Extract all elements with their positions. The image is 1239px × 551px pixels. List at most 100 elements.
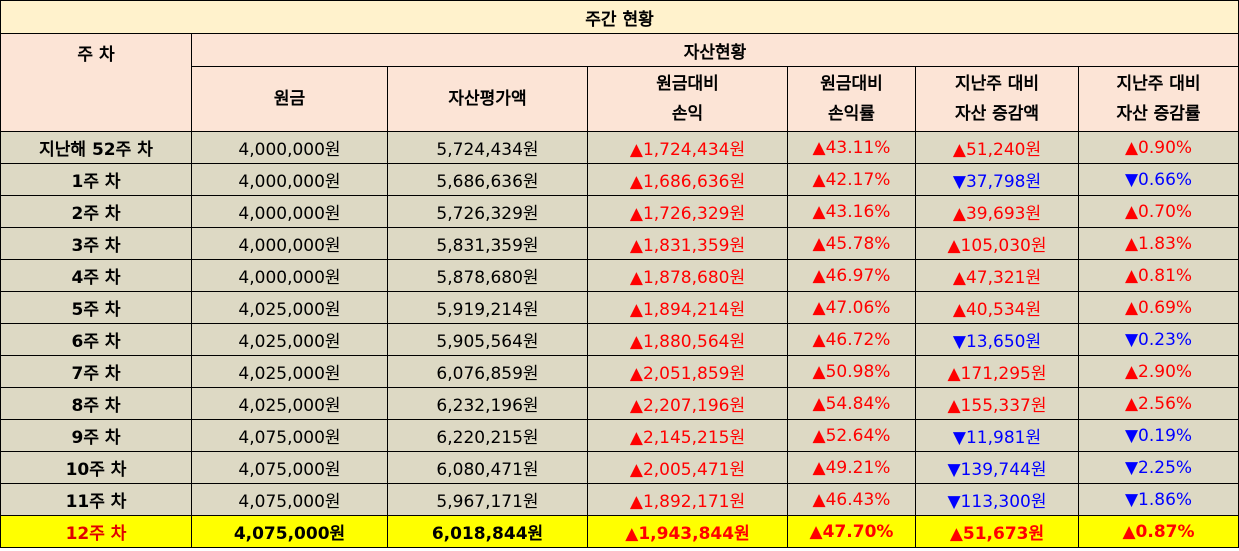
change-rate-cell: ▲0.90% xyxy=(1077,131,1239,164)
principal-cell: 4,075,000원 xyxy=(191,451,388,484)
change-rate-cell: ▲0.87% xyxy=(1077,515,1239,548)
change-rate-cell: ▲0.70% xyxy=(1077,195,1239,228)
change-rate-cell: ▲0.81% xyxy=(1077,259,1239,292)
week-cell: 8주 차 xyxy=(0,387,192,420)
pl-cell: ▲1,831,359원 xyxy=(587,227,788,260)
principal-cell: 4,000,000원 xyxy=(191,227,388,260)
pl-rate-cell: ▲46.43% xyxy=(787,483,916,516)
change-rate-cell: ▲2.90% xyxy=(1077,355,1239,388)
pl-cell: ▲1,880,564원 xyxy=(587,323,788,356)
pl-rate-cell: ▲50.98% xyxy=(787,355,916,388)
pl-rate-cell: ▲42.17% xyxy=(787,163,916,196)
table-row: 2주 차 4,000,000원 5,726,329원 ▲1,726,329원 ▲43.1… xyxy=(0,195,1239,228)
valuation-cell: 5,686,636원 xyxy=(387,163,588,196)
table-row: 1주 차 4,000,000원 5,686,636원 ▲1,686,636원 ▲42.1… xyxy=(0,163,1239,196)
pl-cell: ▲2,005,471원 xyxy=(587,451,788,484)
header-line: 자산 증감률 xyxy=(1116,104,1201,124)
valuation-cell: 5,905,564원 xyxy=(387,323,588,356)
header-line: 손익률 xyxy=(828,104,875,124)
principal-cell: 4,025,000원 xyxy=(191,323,388,356)
principal-cell: 4,025,000원 xyxy=(191,355,388,388)
change-cell: ▼37,798원 xyxy=(915,163,1079,196)
change-cell: ▲40,534원 xyxy=(915,291,1079,324)
pl-rate-cell: ▲45.78% xyxy=(787,227,916,260)
header-line: 지난주 대비 xyxy=(1116,74,1201,94)
valuation-cell: 6,018,844원 xyxy=(387,515,588,548)
header-line: 손익 xyxy=(671,104,704,124)
week-cell: 6주 차 xyxy=(0,323,192,356)
change-rate-cell: ▲0.69% xyxy=(1077,291,1239,324)
principal-cell: 4,025,000원 xyxy=(191,291,388,324)
table-row: 지난해 52주 차 4,000,000원 5,724,434원 ▲1,724,434원… xyxy=(0,131,1239,164)
table-row: 4주 차 4,000,000원 5,878,680원 ▲1,878,680원 ▲46.9… xyxy=(0,259,1239,292)
change-rate-cell: ▲1.83% xyxy=(1077,227,1239,260)
pl-rate-cell: ▲47.70% xyxy=(787,515,916,548)
pl-rate-cell: ▲46.72% xyxy=(787,323,916,356)
principal-cell: 4,000,000원 xyxy=(191,259,388,292)
header-pl-rate: 원금대비 손익률 xyxy=(787,66,916,132)
pl-rate-cell: ▲52.64% xyxy=(787,419,916,452)
week-cell: 4주 차 xyxy=(0,259,192,292)
table-row: 5주 차 4,025,000원 5,919,214원 ▲1,894,214원 ▲47.0… xyxy=(0,291,1239,324)
header-line: 원금대비 xyxy=(656,74,719,94)
table-row: 12주 차 4,075,000원 6,018,844원 ▲1,943,844원 ▲47.… xyxy=(0,515,1239,548)
change-rate-cell: ▼2.25% xyxy=(1077,451,1239,484)
week-cell: 1주 차 xyxy=(0,163,192,196)
valuation-cell: 6,076,859원 xyxy=(387,355,588,388)
header-line: 원금 xyxy=(273,89,306,109)
valuation-cell: 6,080,471원 xyxy=(387,451,588,484)
header-asset-status: 자산현황 xyxy=(190,33,1239,67)
change-cell: ▲39,693원 xyxy=(915,195,1079,228)
change-cell: ▼11,981원 xyxy=(915,419,1079,452)
pl-cell: ▲1,878,680원 xyxy=(587,259,788,292)
table-row: 7주 차 4,025,000원 6,076,859원 ▲2,051,859원 ▲50.9… xyxy=(0,355,1239,388)
change-cell: ▼113,300원 xyxy=(915,483,1079,516)
header-line: 자산평가액 xyxy=(448,89,527,109)
valuation-cell: 5,878,680원 xyxy=(387,259,588,292)
week-cell: 3주 차 xyxy=(0,227,192,260)
valuation-cell: 6,220,215원 xyxy=(387,419,588,452)
header-valuation: 자산평가액 xyxy=(387,66,588,132)
week-cell: 12주 차 xyxy=(0,515,192,548)
pl-rate-cell: ▲47.06% xyxy=(787,291,916,324)
pl-cell: ▲1,726,329원 xyxy=(587,195,788,228)
table-row: 11주 차 4,075,000원 5,967,171원 ▲1,892,171원 ▲46.… xyxy=(0,483,1239,516)
change-rate-cell: ▼0.66% xyxy=(1077,163,1239,196)
valuation-cell: 5,919,214원 xyxy=(387,291,588,324)
week-cell: 11주 차 xyxy=(0,483,192,516)
change-rate-cell: ▼0.23% xyxy=(1077,323,1239,356)
change-cell: ▲51,673원 xyxy=(915,515,1079,548)
table-row: 8주 차 4,025,000원 6,232,196원 ▲2,207,196원 ▲54.8… xyxy=(0,387,1239,420)
header-principal: 원금 xyxy=(191,66,388,132)
change-cell: ▼139,744원 xyxy=(915,451,1079,484)
table-row: 3주 차 4,000,000원 5,831,359원 ▲1,831,359원 ▲45.7… xyxy=(0,227,1239,260)
week-cell: 7주 차 xyxy=(0,355,192,388)
valuation-cell: 5,967,171원 xyxy=(387,483,588,516)
table-row: 9주 차 4,075,000원 6,220,215원 ▲2,145,215원 ▲52.6… xyxy=(0,419,1239,452)
pl-cell: ▲1,943,844원 xyxy=(587,515,788,548)
principal-cell: 4,075,000원 xyxy=(191,515,388,548)
principal-cell: 4,000,000원 xyxy=(191,163,388,196)
pl-cell: ▲1,724,434원 xyxy=(587,131,788,164)
change-rate-cell: ▼0.19% xyxy=(1077,419,1239,452)
change-rate-cell: ▼1.86% xyxy=(1077,483,1239,516)
principal-cell: 4,000,000원 xyxy=(191,195,388,228)
change-rate-cell: ▲2.56% xyxy=(1077,387,1239,420)
valuation-cell: 6,232,196원 xyxy=(387,387,588,420)
principal-cell: 4,000,000원 xyxy=(191,131,388,164)
table-row: 6주 차 4,025,000원 5,905,564원 ▲1,880,564원 ▲46.7… xyxy=(0,323,1239,356)
change-cell: ▲47,321원 xyxy=(915,259,1079,292)
valuation-cell: 5,724,434원 xyxy=(387,131,588,164)
change-cell: ▲105,030원 xyxy=(915,227,1079,260)
pl-rate-cell: ▲49.21% xyxy=(787,451,916,484)
principal-cell: 4,075,000원 xyxy=(191,419,388,452)
change-cell: ▼13,650원 xyxy=(915,323,1079,356)
pl-rate-cell: ▲46.97% xyxy=(787,259,916,292)
pl-rate-cell: ▲54.84% xyxy=(787,387,916,420)
change-cell: ▲171,295원 xyxy=(915,355,1079,388)
change-cell: ▲155,337원 xyxy=(915,387,1079,420)
table-title: 주간 현황 xyxy=(0,0,1239,34)
change-cell: ▲51,240원 xyxy=(915,131,1079,164)
